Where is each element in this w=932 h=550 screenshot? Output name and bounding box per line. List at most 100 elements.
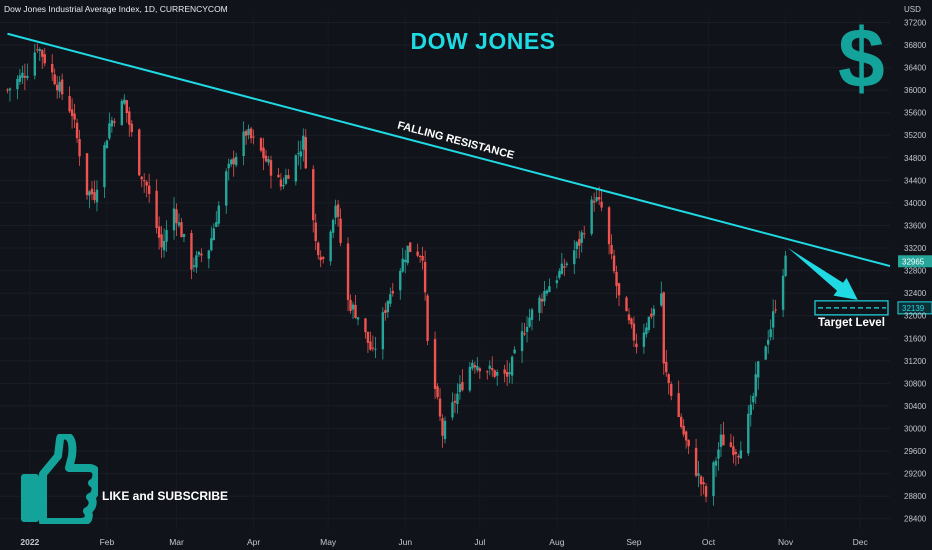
chart-grid: [0, 14, 890, 530]
candle-body: [284, 175, 288, 184]
candle-body: [349, 299, 352, 311]
candle: [769, 319, 772, 341]
candle: [18, 69, 22, 85]
candle: [267, 155, 270, 166]
candle: [578, 230, 581, 259]
candle: [147, 173, 151, 203]
candle: [138, 128, 141, 177]
candle-body: [563, 266, 566, 268]
candle-body: [461, 382, 464, 391]
candle-body: [548, 286, 551, 293]
candle-body: [565, 263, 569, 265]
candle-body: [123, 99, 126, 104]
candle: [369, 331, 372, 351]
candle-body: [652, 308, 656, 316]
candle: [684, 430, 688, 449]
candle: [21, 65, 24, 85]
candle-body: [635, 343, 638, 348]
candle-body: [242, 131, 245, 157]
target-level-label: Target Level: [818, 317, 885, 329]
currency-label: USD: [904, 5, 921, 14]
candle-body: [493, 370, 496, 377]
candle: [679, 413, 683, 429]
candle: [702, 477, 705, 495]
candle: [227, 158, 230, 181]
candle-body: [160, 234, 163, 248]
candle: [130, 120, 133, 137]
candle: [279, 173, 283, 191]
candle: [600, 190, 603, 212]
y-tick-label: 36400: [904, 64, 927, 73]
candle-body: [423, 261, 427, 293]
candle: [78, 130, 81, 166]
candle-body: [58, 81, 61, 92]
candle-body: [771, 311, 775, 328]
y-tick-label: 30000: [904, 424, 927, 433]
candle: [592, 192, 596, 212]
candle-body: [665, 361, 668, 373]
candle-body: [175, 209, 178, 224]
candle: [719, 424, 723, 457]
candle: [319, 250, 322, 268]
candle: [496, 369, 499, 386]
candle-body: [600, 201, 603, 208]
candle: [635, 333, 638, 354]
candle-body: [418, 255, 422, 257]
candle-body: [70, 109, 74, 117]
candle-body: [684, 431, 688, 441]
candle-body: [687, 439, 690, 447]
candle-body: [752, 395, 755, 403]
candle-body: [155, 190, 158, 228]
candle: [615, 265, 618, 299]
candle-body: [21, 72, 24, 78]
candle-body: [103, 145, 106, 188]
x-tick-label: Feb: [100, 537, 115, 547]
candle-body: [43, 54, 46, 64]
candle-body: [247, 128, 250, 135]
candle-body: [781, 275, 785, 310]
candle: [652, 305, 656, 329]
candle: [752, 392, 755, 410]
candle: [555, 275, 559, 289]
chart-title: DOW JONES: [410, 28, 556, 54]
candle-body: [8, 88, 12, 91]
candle-body: [670, 384, 673, 396]
candle-body: [737, 455, 740, 458]
candle-body: [610, 244, 613, 254]
candle: [418, 254, 422, 263]
falling-resistance-line: [7, 32, 891, 268]
candle: [356, 317, 360, 326]
candle: [287, 169, 290, 179]
candle: [217, 201, 220, 227]
candle: [73, 103, 76, 128]
candle-body: [406, 245, 409, 264]
candle: [461, 369, 464, 392]
candle: [697, 460, 700, 488]
candle-body: [55, 84, 59, 91]
candle: [558, 268, 561, 280]
candle: [565, 261, 569, 268]
candle: [540, 293, 544, 314]
candle: [739, 441, 743, 459]
candle-body: [366, 331, 370, 343]
candle-body: [195, 255, 198, 268]
candle: [140, 176, 143, 188]
candle: [125, 100, 128, 123]
candle-body: [438, 398, 442, 417]
candle: [175, 203, 178, 237]
candle-body: [269, 160, 273, 176]
candle-body: [138, 129, 141, 176]
candle: [371, 335, 375, 352]
candle-body: [747, 413, 750, 454]
candle-body: [145, 181, 148, 186]
y-tick-label: 34000: [904, 199, 927, 208]
candle: [510, 355, 514, 384]
candle: [747, 405, 750, 457]
candle: [704, 483, 708, 503]
candle: [513, 346, 516, 355]
candle-body: [128, 111, 131, 125]
candle: [302, 128, 305, 162]
candle-body: [662, 292, 665, 364]
candle: [68, 86, 71, 114]
candle-body: [784, 255, 787, 277]
